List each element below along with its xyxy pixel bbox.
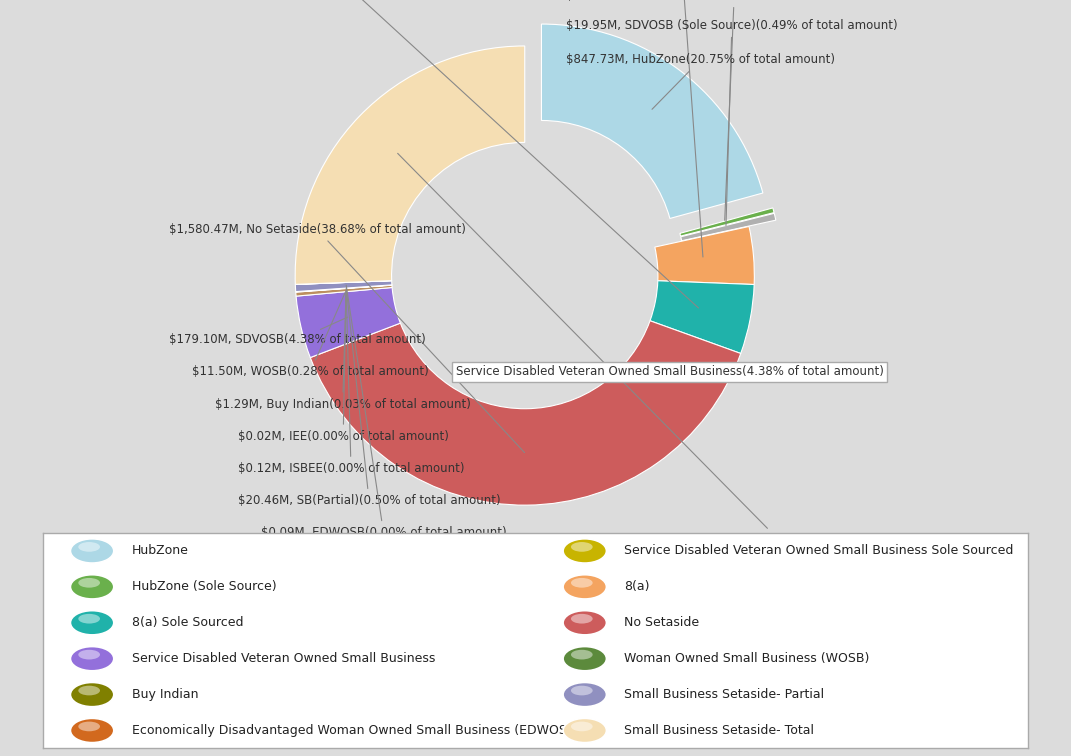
Ellipse shape — [571, 614, 592, 624]
Ellipse shape — [78, 578, 100, 587]
Wedge shape — [654, 227, 754, 284]
Text: $20.46M, SB(Partial)(0.50% of total amount): $20.46M, SB(Partial)(0.50% of total amou… — [238, 288, 500, 507]
Ellipse shape — [571, 721, 592, 731]
Ellipse shape — [78, 721, 100, 731]
Text: Service Disabled Veteran Owned Small Business: Service Disabled Veteran Owned Small Bus… — [132, 652, 435, 665]
Ellipse shape — [563, 539, 606, 563]
Text: HubZone (Sole Source): HubZone (Sole Source) — [132, 581, 276, 593]
Wedge shape — [542, 24, 763, 218]
Text: Service Disabled Veteran Owned Small Business(4.38% of total amount): Service Disabled Veteran Owned Small Bus… — [456, 365, 884, 379]
Ellipse shape — [571, 542, 592, 552]
Wedge shape — [296, 285, 392, 296]
Wedge shape — [296, 46, 525, 284]
Text: $179.10M, SDVOSB(4.38% of total amount): $179.10M, SDVOSB(4.38% of total amount) — [169, 317, 425, 346]
Ellipse shape — [71, 575, 114, 599]
Wedge shape — [296, 285, 392, 292]
Ellipse shape — [71, 539, 114, 563]
Text: Service Disabled Veteran Owned Small Business Sole Sourced: Service Disabled Veteran Owned Small Bus… — [624, 544, 1013, 557]
Text: $1,580.47M, No Setaside(38.68% of total amount): $1,580.47M, No Setaside(38.68% of total … — [169, 223, 525, 453]
Ellipse shape — [78, 542, 100, 552]
Ellipse shape — [563, 611, 606, 635]
Ellipse shape — [571, 578, 592, 587]
Ellipse shape — [78, 614, 100, 624]
Ellipse shape — [563, 575, 606, 599]
Text: Economically Disadvantaged Woman Owned Small Business (EDWOSB): Economically Disadvantaged Woman Owned S… — [132, 724, 579, 737]
Text: $11.50M, WOSB(0.28% of total amount): $11.50M, WOSB(0.28% of total amount) — [192, 293, 428, 379]
Text: HubZone: HubZone — [132, 544, 188, 557]
Ellipse shape — [571, 649, 592, 659]
Ellipse shape — [571, 686, 592, 696]
Ellipse shape — [78, 649, 100, 659]
Text: Small Business Setaside- Total: Small Business Setaside- Total — [624, 724, 814, 737]
Ellipse shape — [71, 683, 114, 707]
Text: $19.95M, SDVOSB (Sole Source)(0.49% of total amount): $19.95M, SDVOSB (Sole Source)(0.49% of t… — [567, 19, 897, 225]
Text: $0.12M, ISBEE(0.00% of total amount): $0.12M, ISBEE(0.00% of total amount) — [238, 291, 464, 475]
Text: $1.29M, Buy Indian(0.03% of total amount): $1.29M, Buy Indian(0.03% of total amount… — [215, 291, 470, 411]
Ellipse shape — [71, 611, 114, 635]
Ellipse shape — [563, 646, 606, 671]
Text: $13.75M, HubZone (Sole Source)(0.34% of total amount): $13.75M, HubZone (Sole Source)(0.34% of … — [567, 0, 903, 220]
Text: $1,046.55M, SB- Total(25.61% of total amount): $1,046.55M, SB- Total(25.61% of total am… — [397, 153, 918, 546]
Text: Buy Indian: Buy Indian — [132, 688, 198, 701]
Wedge shape — [296, 280, 392, 292]
Wedge shape — [681, 213, 775, 240]
Text: $165.57M, 8(a)(4.05% of total amount): $165.57M, 8(a)(4.05% of total amount) — [567, 0, 798, 257]
Wedge shape — [296, 285, 392, 292]
Ellipse shape — [71, 718, 114, 742]
Wedge shape — [680, 208, 774, 236]
Ellipse shape — [563, 718, 606, 742]
Ellipse shape — [563, 683, 606, 707]
Text: Small Business Setaside- Partial: Small Business Setaside- Partial — [624, 688, 825, 701]
Wedge shape — [311, 321, 741, 505]
Wedge shape — [296, 287, 401, 358]
Text: 8(a) Sole Sourced: 8(a) Sole Sourced — [132, 616, 243, 629]
Wedge shape — [296, 280, 392, 284]
Text: Woman Owned Small Business (WOSB): Woman Owned Small Business (WOSB) — [624, 652, 870, 665]
Ellipse shape — [78, 686, 100, 696]
Text: No Setaside: No Setaside — [624, 616, 699, 629]
Wedge shape — [296, 285, 392, 292]
Text: $847.73M, HubZone(20.75% of total amount): $847.73M, HubZone(20.75% of total amount… — [567, 53, 835, 110]
Ellipse shape — [71, 646, 114, 671]
Text: $199.76M, 8(a) Sole Sourced(4.89% of total amount): $199.76M, 8(a) Sole Sourced(4.89% of tot… — [169, 0, 698, 308]
Text: $0.09M, EDWOSB(0.00% of total amount): $0.09M, EDWOSB(0.00% of total amount) — [260, 285, 507, 539]
Text: $0.02M, IEE(0.00% of total amount): $0.02M, IEE(0.00% of total amount) — [238, 291, 449, 443]
Wedge shape — [650, 280, 754, 354]
Text: 8(a): 8(a) — [624, 581, 650, 593]
